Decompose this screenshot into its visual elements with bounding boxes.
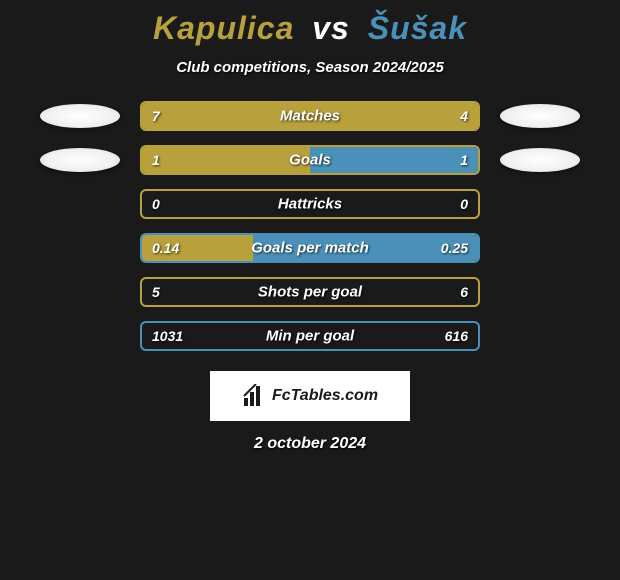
vs-separator: vs <box>312 10 350 46</box>
stat-value-left: 0 <box>152 196 160 212</box>
stat-value-right: 0.25 <box>441 240 468 256</box>
bar-fill-right <box>310 147 478 173</box>
team-badge-right <box>500 104 580 128</box>
stat-value-right: 0 <box>460 196 468 212</box>
stat-label: Shots per goal <box>258 284 362 301</box>
team-badge-left <box>40 148 120 172</box>
bar-fill-left <box>142 147 310 173</box>
stat-label: Matches <box>280 108 340 125</box>
stat-value-right: 6 <box>460 284 468 300</box>
team-badge-left <box>40 104 120 128</box>
stat-bar: 1031 616 Min per goal <box>140 321 480 351</box>
stat-value-left: 1031 <box>152 328 183 344</box>
stat-bar: 1 1 Goals <box>140 145 480 175</box>
stat-row: 0.14 0.25 Goals per match <box>0 233 620 263</box>
stat-bar: 0 0 Hattricks <box>140 189 480 219</box>
badge-slot-left <box>20 104 140 128</box>
stat-value-right: 4 <box>460 108 468 124</box>
stat-value-left: 0.14 <box>152 240 179 256</box>
title: Kapulica vs Šušak <box>0 10 620 47</box>
stat-bar: 7 4 Matches <box>140 101 480 131</box>
team-badge-right <box>500 148 580 172</box>
stat-label: Goals per match <box>251 240 369 257</box>
stats-rows: 7 4 Matches 1 1 Goals 0 0 Hattricks 0.14 0.25 Goals… <box>0 101 620 351</box>
badge-slot-right <box>480 104 600 128</box>
stat-row: 5 6 Shots per goal <box>0 277 620 307</box>
stat-value-left: 7 <box>152 108 160 124</box>
date-text: 2 october 2024 <box>0 435 620 453</box>
stat-label: Hattricks <box>278 196 342 213</box>
stat-value-right: 616 <box>445 328 468 344</box>
bars-icon <box>242 384 266 408</box>
logo-text: FcTables.com <box>272 387 378 405</box>
source-logo: FcTables.com <box>210 371 410 421</box>
comparison-card: Kapulica vs Šušak Club competitions, Sea… <box>0 0 620 463</box>
stat-row: 1 1 Goals <box>0 145 620 175</box>
stat-row: 7 4 Matches <box>0 101 620 131</box>
stat-bar: 5 6 Shots per goal <box>140 277 480 307</box>
stat-bar: 0.14 0.25 Goals per match <box>140 233 480 263</box>
stat-row: 1031 616 Min per goal <box>0 321 620 351</box>
stat-value-right: 1 <box>460 152 468 168</box>
badge-slot-right <box>480 148 600 172</box>
stat-value-left: 5 <box>152 284 160 300</box>
stat-label: Goals <box>289 152 331 169</box>
stat-value-left: 1 <box>152 152 160 168</box>
subtitle: Club competitions, Season 2024/2025 <box>0 59 620 76</box>
stat-label: Min per goal <box>266 328 354 345</box>
player1-name: Kapulica <box>153 10 294 46</box>
badge-slot-left <box>20 148 140 172</box>
stat-row: 0 0 Hattricks <box>0 189 620 219</box>
player2-name: Šušak <box>368 10 467 46</box>
